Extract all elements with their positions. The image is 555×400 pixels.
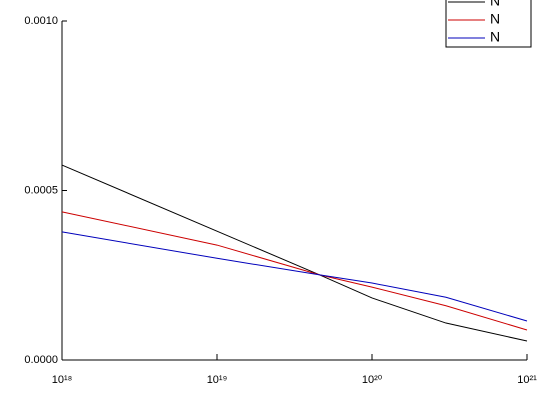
x-tick-label: 10¹⁹	[207, 374, 228, 386]
legend-box	[445, 0, 532, 48]
y-tick-label: 0.0005	[24, 184, 58, 196]
x-tick-label: 10¹⁸	[52, 374, 73, 386]
y-tick-label: 0.0000	[24, 354, 58, 366]
legend-label: N	[490, 0, 500, 9]
x-tick-label: 10²⁰	[362, 374, 383, 386]
legend-label: N	[490, 11, 500, 27]
series-line	[61, 164, 528, 342]
series-line	[61, 231, 528, 322]
x-tick-label: 10²¹	[517, 374, 537, 386]
y-tick-label: 0.0010	[24, 15, 58, 27]
series-line	[61, 211, 528, 331]
legend-label: N	[490, 29, 500, 45]
